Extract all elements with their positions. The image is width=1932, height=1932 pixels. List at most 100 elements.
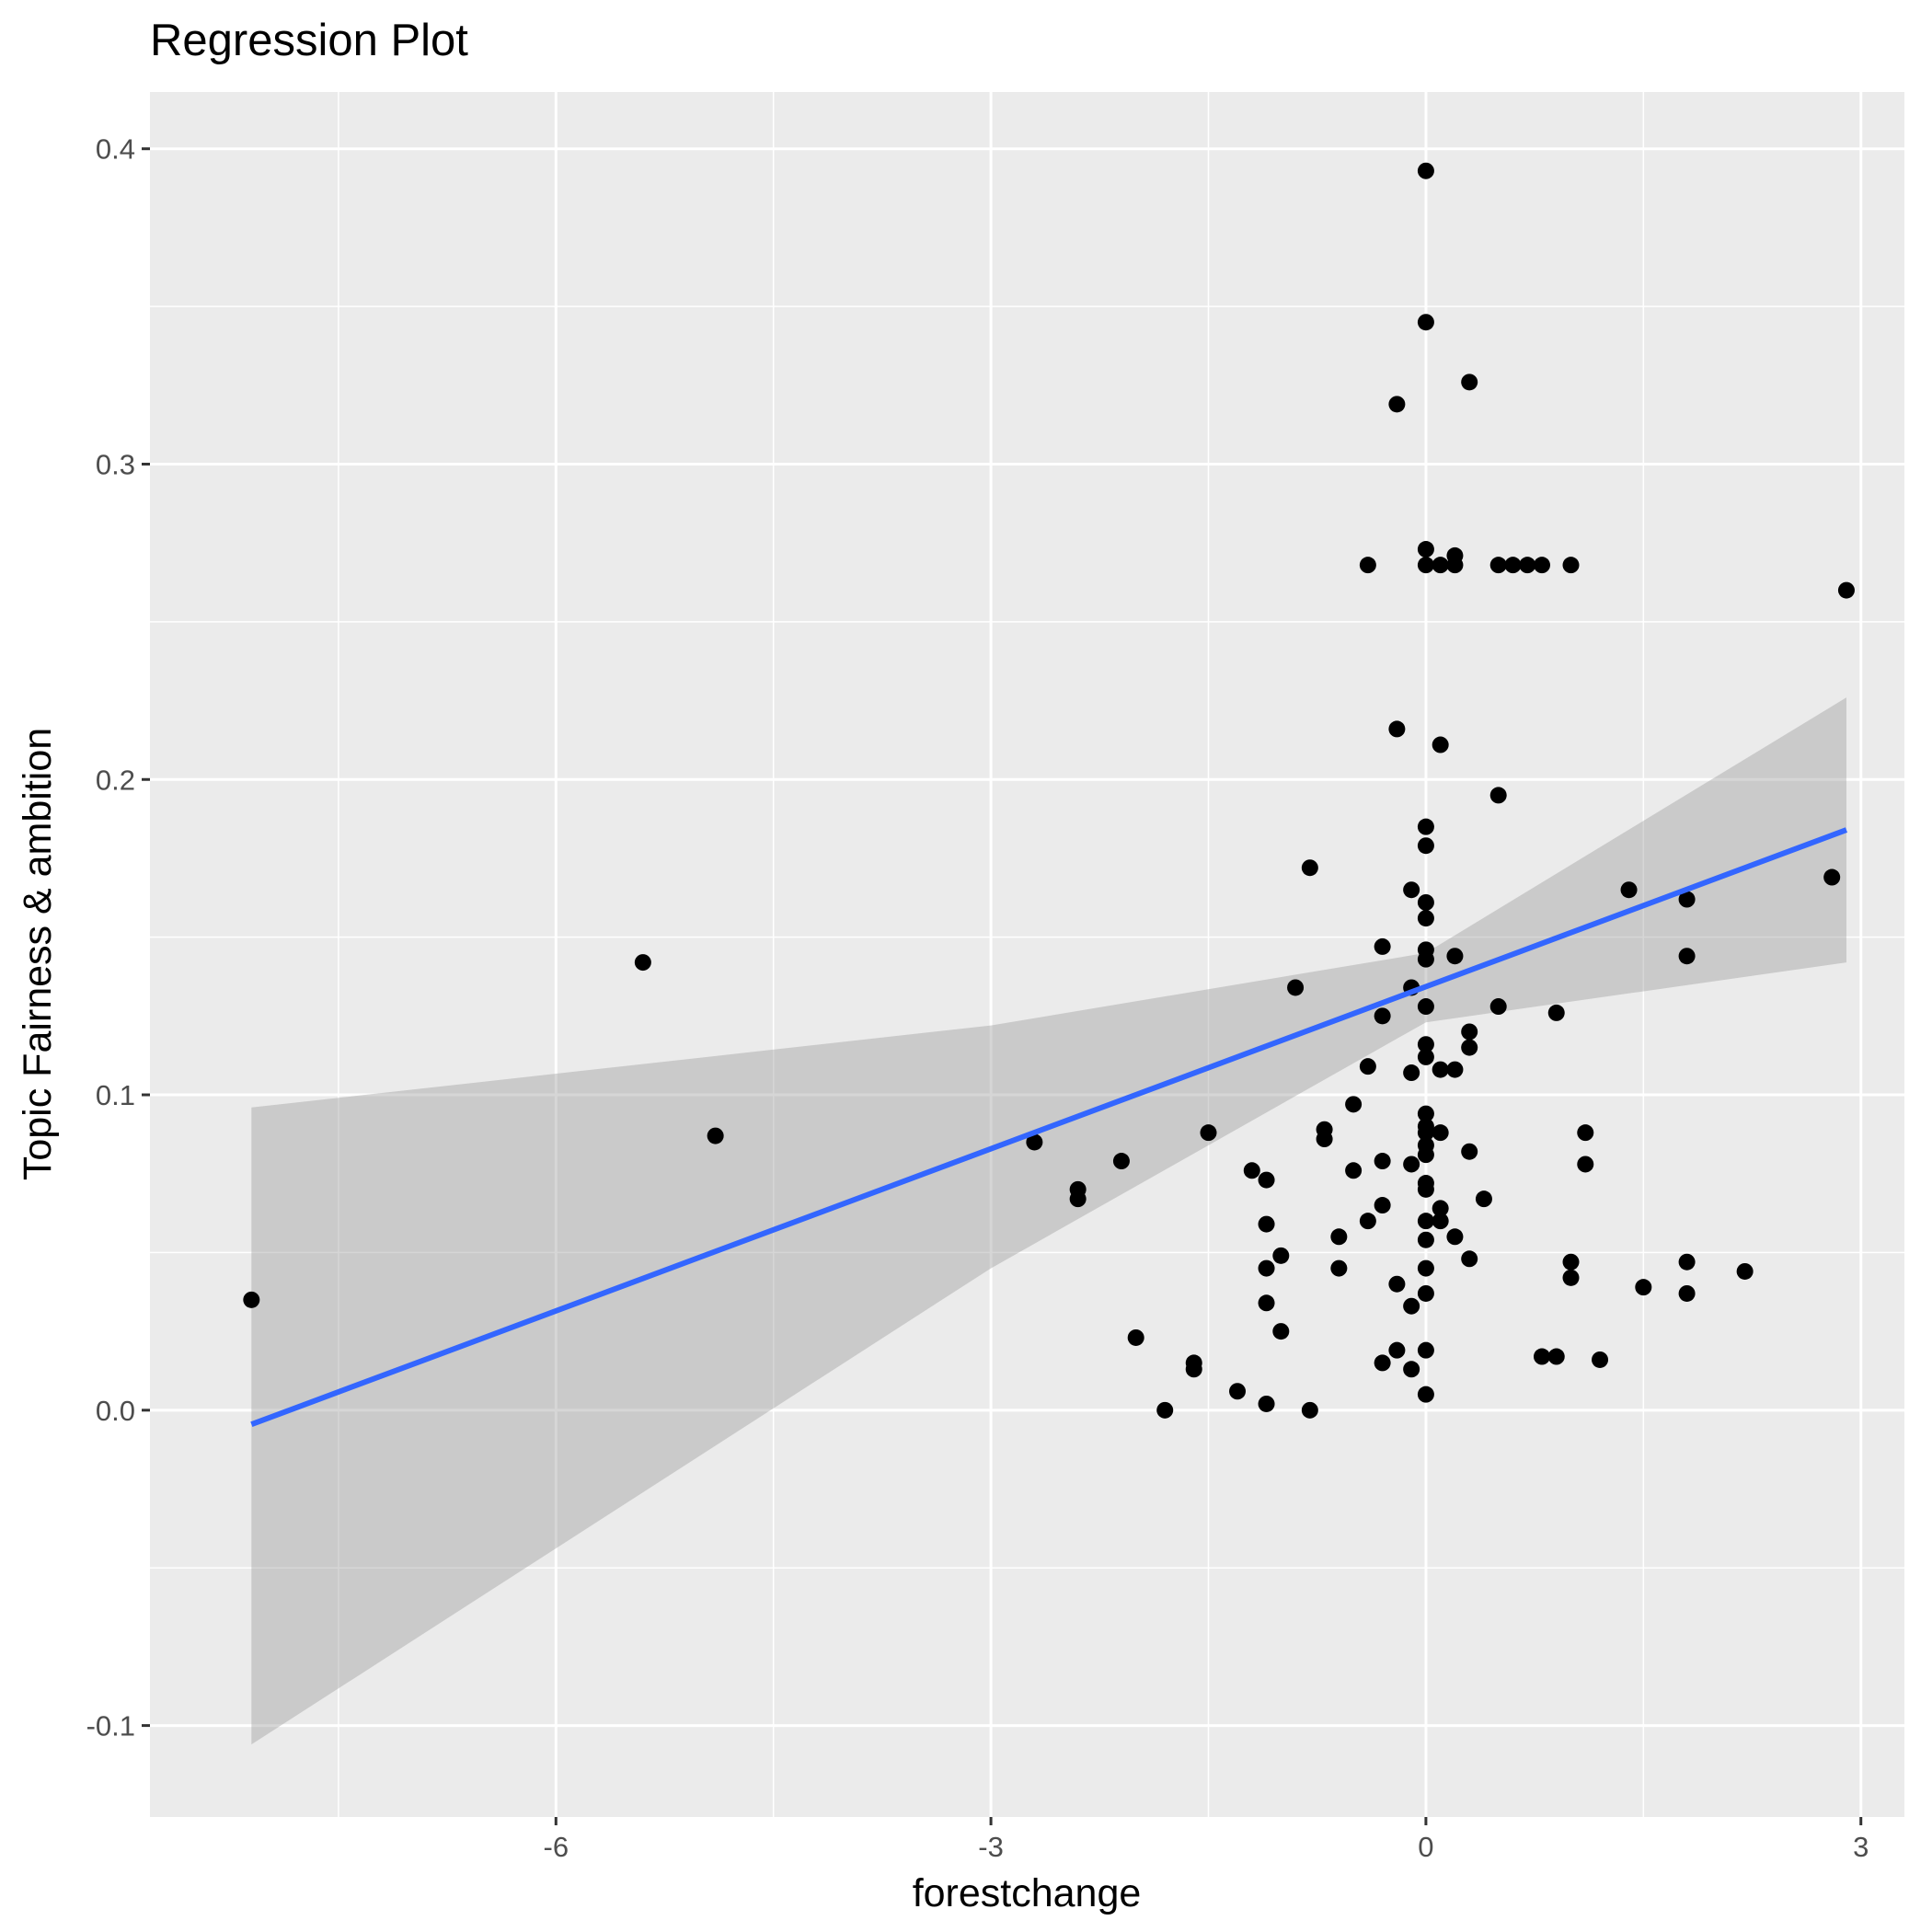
data-point <box>1417 1386 1434 1403</box>
data-point <box>1258 1395 1275 1412</box>
data-point <box>1345 1096 1363 1113</box>
data-point <box>1417 998 1434 1016</box>
data-point <box>1258 1171 1275 1189</box>
data-point <box>1489 557 1507 574</box>
data-point <box>243 1291 260 1308</box>
data-point <box>1359 1213 1376 1230</box>
y-axis: -0.1 0.0 0.1 0.2 0.3 0.4 <box>86 133 150 1742</box>
data-point <box>1547 1348 1565 1365</box>
data-point <box>1156 1401 1174 1419</box>
data-point <box>1432 1124 1449 1142</box>
data-point <box>1374 1153 1391 1170</box>
data-point <box>1069 1190 1087 1208</box>
data-point <box>1547 1004 1565 1021</box>
regression-line <box>250 827 1848 1428</box>
data-point <box>1432 1200 1449 1217</box>
x-axis: -6 -3 0 3 <box>544 1817 1869 1863</box>
data-point <box>1388 1275 1406 1293</box>
data-point <box>1417 910 1434 927</box>
plot-panel <box>150 92 1904 1817</box>
x-axis-title: forestchange <box>913 1871 1142 1915</box>
y-tick-label: 0.2 <box>96 764 135 796</box>
data-point <box>1388 1341 1406 1359</box>
data-point <box>1403 1297 1420 1315</box>
data-point <box>1316 1131 1333 1148</box>
data-point <box>1258 1294 1275 1312</box>
data-point <box>1562 1269 1580 1286</box>
data-point <box>1417 893 1434 911</box>
data-point <box>1359 1058 1376 1075</box>
data-point <box>1026 1133 1043 1151</box>
data-point <box>1417 1231 1434 1248</box>
data-point <box>1258 1215 1275 1233</box>
data-point <box>1417 1048 1434 1065</box>
data-point <box>1417 950 1434 968</box>
data-point <box>1388 720 1406 738</box>
data-point <box>1403 1361 1420 1378</box>
data-point <box>1533 557 1550 574</box>
data-point <box>1562 557 1580 574</box>
data-point <box>1112 1153 1130 1170</box>
data-point <box>1272 1323 1290 1340</box>
data-point <box>1417 1341 1434 1359</box>
data-point <box>1432 736 1449 753</box>
data-point <box>1417 162 1434 179</box>
data-point <box>1475 1190 1492 1208</box>
data-point <box>1461 374 1478 391</box>
data-point <box>1417 1105 1434 1122</box>
regression-line-group <box>250 827 1848 1428</box>
data-point <box>1446 557 1464 574</box>
data-point <box>1374 1007 1391 1025</box>
data-point <box>1345 1162 1363 1179</box>
data-point <box>1185 1361 1202 1378</box>
data-point <box>1446 1061 1464 1078</box>
data-point <box>1359 557 1376 574</box>
x-tick-label: -3 <box>978 1831 1004 1863</box>
data-point <box>1417 818 1434 835</box>
y-tick-label: 0.3 <box>96 448 135 480</box>
data-point <box>1287 979 1305 996</box>
data-point <box>1432 557 1449 574</box>
data-point <box>1374 1197 1391 1214</box>
data-point <box>1678 891 1696 908</box>
y-axis-title: Topic Fairness & ambition <box>16 728 60 1180</box>
data-point <box>1403 1064 1420 1082</box>
x-tick-label: 3 <box>1853 1831 1869 1863</box>
data-point <box>1127 1328 1144 1346</box>
data-point <box>1272 1247 1290 1264</box>
data-point <box>1417 1259 1434 1277</box>
data-point <box>1461 1039 1478 1056</box>
major-gridlines <box>150 92 1904 1817</box>
data-point <box>1823 868 1841 886</box>
data-points <box>243 162 1855 1419</box>
data-point <box>1417 1180 1434 1198</box>
data-point <box>1461 1250 1478 1268</box>
data-point <box>1403 881 1420 899</box>
data-point <box>1577 1156 1594 1173</box>
data-point <box>1301 859 1318 877</box>
data-point <box>1330 1259 1348 1277</box>
y-tick-label: 0.1 <box>96 1079 135 1111</box>
data-point <box>1417 314 1434 331</box>
data-point <box>1736 1262 1754 1280</box>
data-point <box>1417 1036 1434 1053</box>
y-tick-label: 0.0 <box>96 1395 135 1427</box>
data-point <box>1417 1146 1434 1164</box>
chart-title: Regression Plot <box>150 16 468 65</box>
data-point <box>1504 557 1522 574</box>
data-point <box>1229 1383 1247 1400</box>
y-tick-label: -0.1 <box>86 1710 135 1742</box>
data-point <box>1417 1284 1434 1302</box>
minor-gridlines <box>150 92 1904 1817</box>
data-point <box>1374 1354 1391 1372</box>
data-point <box>1620 881 1638 899</box>
data-point <box>1519 557 1536 574</box>
x-tick-label: -6 <box>544 1831 569 1863</box>
data-point <box>1592 1351 1609 1368</box>
data-point <box>1403 1156 1420 1173</box>
data-point <box>1678 948 1696 965</box>
data-point <box>1417 837 1434 855</box>
data-point <box>1577 1124 1594 1142</box>
data-point <box>1417 1213 1434 1230</box>
